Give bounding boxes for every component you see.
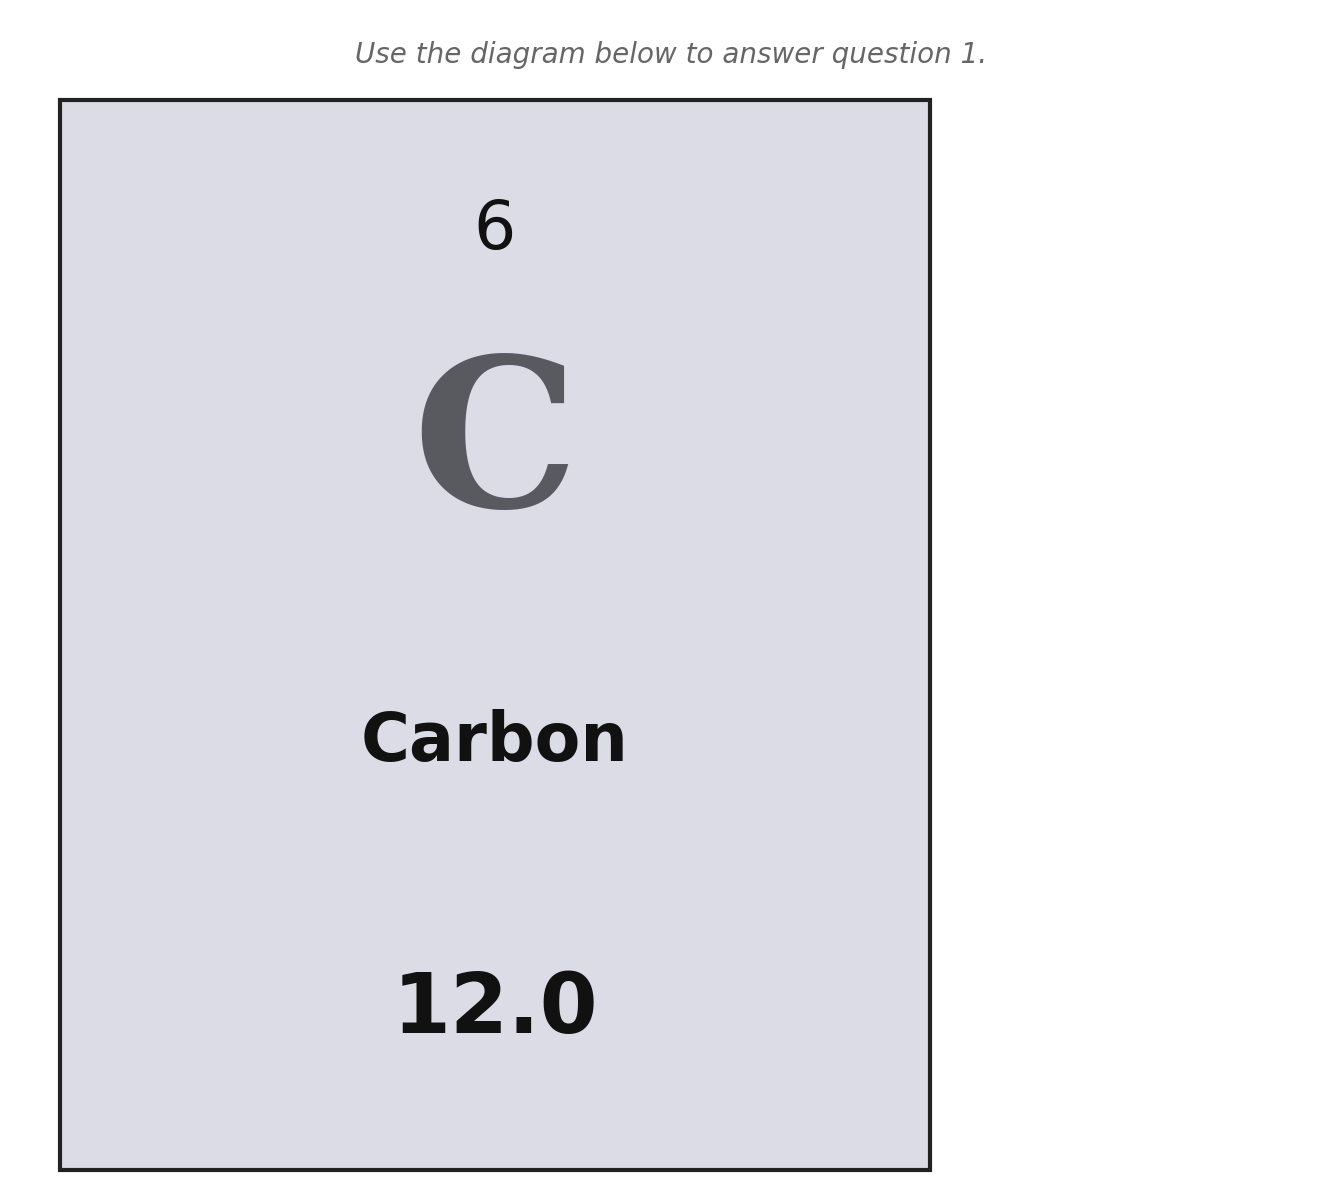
FancyBboxPatch shape (60, 100, 929, 1170)
Text: Carbon: Carbon (361, 709, 629, 775)
Text: Use the diagram below to answer question 1.: Use the diagram below to answer question… (356, 41, 987, 68)
Text: 12.0: 12.0 (392, 970, 598, 1050)
Text: 6: 6 (474, 197, 516, 263)
Text: C: C (412, 349, 577, 551)
